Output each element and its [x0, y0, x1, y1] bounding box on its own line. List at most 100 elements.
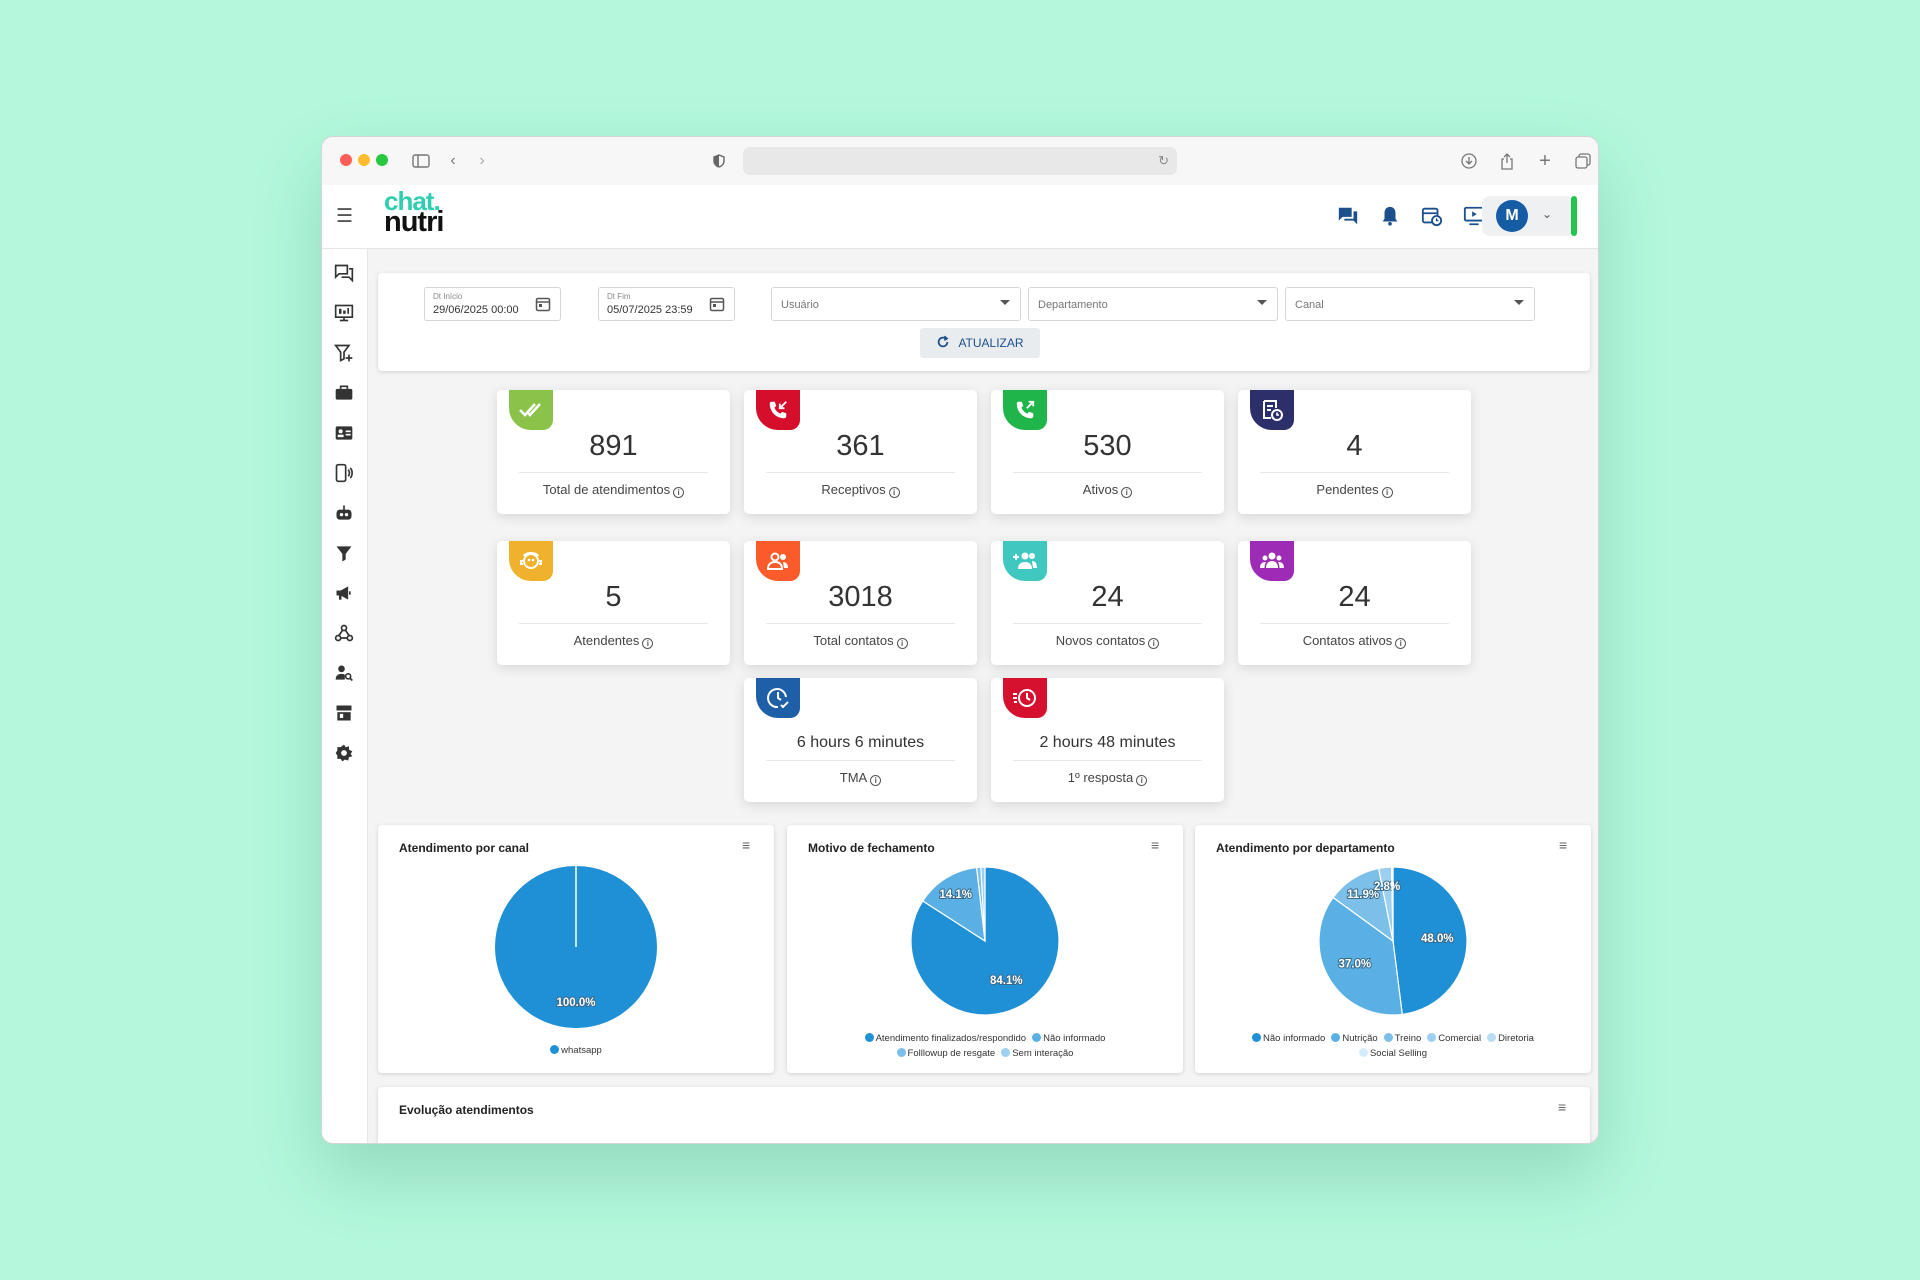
pie-data-label: 37.0%: [1338, 959, 1371, 971]
info-icon[interactable]: i: [888, 487, 900, 498]
legend-item[interactable]: whatsapp: [550, 1045, 602, 1056]
pie-slice[interactable]: [910, 866, 1060, 1016]
chart-menu-icon[interactable]: ≡: [1151, 837, 1160, 853]
sidebar-settings-icon[interactable]: [334, 743, 356, 765]
info-icon[interactable]: i: [896, 638, 908, 649]
department-select-placeholder: Departamento: [1038, 299, 1108, 311]
channel-select[interactable]: Canal: [1285, 287, 1535, 321]
chart-menu-icon[interactable]: ≡: [1559, 837, 1568, 853]
legend-label: Diretoria: [1498, 1033, 1534, 1044]
department-select[interactable]: Departamento: [1028, 287, 1278, 321]
dropdown-caret-icon: [1257, 300, 1267, 305]
end-date-field[interactable]: Dt Fim 05/07/2025 23:59: [598, 287, 735, 321]
legend-swatch: [896, 1048, 906, 1057]
sidebar-briefcase-icon[interactable]: [334, 383, 356, 405]
stat-card-pending: 4 Pendentes i: [1238, 390, 1471, 514]
browser-window: ‹ › ↻ + ☰ chat. nutri: [321, 136, 1599, 1144]
sidebar-storefront-icon[interactable]: [334, 703, 356, 725]
info-icon[interactable]: i: [642, 638, 654, 649]
legend-item[interactable]: Diretoria: [1487, 1031, 1534, 1046]
tabs-overview-icon[interactable]: [1572, 150, 1594, 172]
share-icon[interactable]: [1496, 150, 1518, 172]
legend-item[interactable]: Atendimento finalizados/respondido: [864, 1031, 1027, 1046]
bell-icon[interactable]: [1379, 205, 1403, 229]
legend-item[interactable]: Não informado: [1252, 1031, 1325, 1046]
legend-item[interactable]: Comercial: [1427, 1031, 1481, 1046]
chat-icon[interactable]: [1337, 205, 1361, 229]
sidebar-phone-signal-icon[interactable]: [334, 463, 356, 485]
dropdown-caret-icon: [1514, 300, 1524, 305]
legend-item[interactable]: Treino: [1383, 1031, 1421, 1046]
info-icon[interactable]: i: [1148, 638, 1160, 649]
logo[interactable]: chat. nutri: [384, 188, 444, 237]
sidebar-user-search-icon[interactable]: [334, 663, 356, 685]
sidebar-toggle-icon[interactable]: [410, 150, 432, 172]
menu-icon[interactable]: ☰: [336, 206, 354, 227]
user-select[interactable]: Usuário: [771, 287, 1021, 321]
minimize-window-button[interactable]: [358, 154, 370, 166]
info-icon[interactable]: i: [673, 487, 685, 498]
chart-menu-icon[interactable]: ≡: [1558, 1099, 1567, 1115]
pie-slice[interactable]: [1392, 866, 1468, 1016]
legend-label: Atendimento finalizados/respondido: [875, 1033, 1027, 1044]
pie-chart-closing-reason: 84.1% 14.1%: [910, 866, 1060, 1016]
stat-label: Ativos i: [991, 482, 1224, 498]
close-window-button[interactable]: [340, 154, 352, 166]
sidebar-webhook-icon[interactable]: [334, 623, 356, 645]
start-date-field[interactable]: Dt Início 29/06/2025 00:00: [424, 287, 561, 321]
stat-card-tma: 6 hours 6 minutes TMA i: [744, 678, 977, 802]
sidebar-megaphone-icon[interactable]: [334, 583, 356, 605]
sidebar: [322, 249, 368, 1143]
double-check-icon: [509, 390, 553, 430]
chart-panel-department: Atendimento por departamento ≡ 48.0% 37.0…: [1195, 825, 1591, 1073]
stat-card-first-response: 2 hours 48 minutes 1º resposta i: [991, 678, 1224, 802]
legend-item[interactable]: Folllowup de resgate: [896, 1046, 996, 1061]
chart-legend: whatsapp: [378, 1045, 774, 1056]
info-icon[interactable]: i: [870, 775, 882, 786]
info-icon[interactable]: i: [1381, 487, 1393, 498]
legend-item[interactable]: Social Selling: [1358, 1046, 1427, 1061]
update-button[interactable]: ATUALIZAR: [920, 328, 1040, 358]
sidebar-monitor-icon[interactable]: [334, 303, 356, 325]
calendar-icon[interactable]: [535, 296, 551, 312]
download-icon[interactable]: [1458, 150, 1480, 172]
legend-swatch: [1358, 1048, 1368, 1057]
reload-icon[interactable]: ↻: [1158, 153, 1169, 168]
sidebar-robot-icon[interactable]: [334, 503, 356, 525]
legend-item[interactable]: Sem interação: [1001, 1046, 1073, 1061]
sidebar-contact-card-icon[interactable]: [334, 423, 356, 445]
info-icon[interactable]: i: [1121, 487, 1133, 498]
chart-title: Atendimento por canal: [399, 841, 530, 855]
stat-card-new-contacts: 24 Novos contatos i: [991, 541, 1224, 665]
legend-item[interactable]: Nutrição: [1331, 1031, 1378, 1046]
info-icon[interactable]: i: [1136, 775, 1148, 786]
outgoing-call-icon: [1003, 390, 1047, 430]
status-indicator: [1571, 196, 1577, 236]
pie-slice[interactable]: [921, 866, 986, 943]
legend-item[interactable]: Não informado: [1032, 1031, 1105, 1046]
pie-slice[interactable]: [1318, 896, 1403, 1016]
stat-value: 361: [836, 430, 885, 462]
info-icon[interactable]: i: [1395, 638, 1407, 649]
new-tab-icon[interactable]: +: [1539, 149, 1551, 172]
stat-label: TMA i: [744, 770, 977, 786]
sidebar-chat-icon[interactable]: [334, 263, 356, 285]
forward-icon[interactable]: ›: [479, 152, 485, 169]
sidebar-funnel-icon[interactable]: [334, 543, 356, 565]
back-icon[interactable]: ‹: [450, 152, 456, 169]
calendar-icon[interactable]: [709, 296, 725, 312]
user-menu[interactable]: M ⌄: [1482, 196, 1574, 236]
pie-data-label: 84.1%: [990, 975, 1023, 987]
legend-swatch: [1331, 1033, 1341, 1042]
legend-label: Folllowup de resgate: [907, 1048, 996, 1059]
pie-data-label: 2.8%: [1374, 881, 1400, 893]
sidebar-filter-add-icon[interactable]: [334, 343, 356, 365]
maximize-window-button[interactable]: [376, 154, 388, 166]
legend-swatch: [550, 1045, 560, 1054]
chart-legend: Não informado Nutrição Treino Comercial Dire…: [1223, 1031, 1563, 1061]
pie-slice[interactable]: [980, 866, 986, 942]
stat-value: 5: [605, 581, 622, 613]
address-bar[interactable]: ↻: [743, 147, 1177, 175]
chart-menu-icon[interactable]: ≡: [742, 837, 751, 853]
calendar-clock-icon[interactable]: [1421, 205, 1445, 229]
